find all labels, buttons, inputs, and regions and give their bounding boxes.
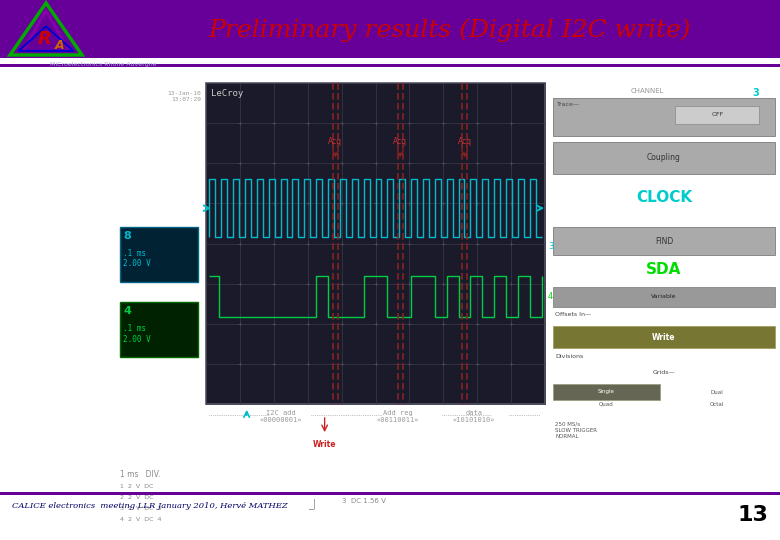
Bar <box>0 0 780 58</box>
Text: 13-Jan-10
13:07:29: 13-Jan-10 13:07:29 <box>167 91 201 102</box>
Text: Add reg
«00110011»: Add reg «00110011» <box>376 410 419 423</box>
Bar <box>120 227 198 282</box>
Text: 3: 3 <box>753 88 760 98</box>
Text: _|: _| <box>307 498 316 509</box>
Text: FIND: FIND <box>655 237 673 246</box>
Text: 4  2  V  DC  4: 4 2 V DC 4 <box>120 517 161 522</box>
Bar <box>553 384 660 400</box>
Bar <box>553 227 775 255</box>
Bar <box>120 302 198 357</box>
Text: R: R <box>37 30 51 49</box>
Text: Variable: Variable <box>651 294 677 300</box>
Text: 8: 8 <box>123 231 131 241</box>
Text: Divisions: Divisions <box>555 354 583 359</box>
Text: 3  DC 1.56 V: 3 DC 1.56 V <box>342 498 385 504</box>
Text: 1  2  V  DC: 1 2 V DC <box>120 484 154 489</box>
Text: OFF: OFF <box>711 112 723 118</box>
Bar <box>206 83 545 404</box>
Text: SDA: SDA <box>647 261 682 276</box>
Text: 3  2  V  DC  3: 3 2 V DC 3 <box>120 506 161 511</box>
Text: 250 MS/s
SLOW TRIGGER
NORMAL: 250 MS/s SLOW TRIGGER NORMAL <box>555 422 597 438</box>
Text: Acq: Acq <box>328 137 342 146</box>
Text: 13: 13 <box>737 505 768 525</box>
Text: Single: Single <box>597 389 615 395</box>
Text: 1 ms   DIV.: 1 ms DIV. <box>120 470 161 479</box>
Bar <box>553 326 775 348</box>
Text: CALICE electronics  meeting LLR January 2010, Hervé MATHEZ: CALICE electronics meeting LLR January 2… <box>12 502 288 510</box>
Text: MiCroelectronics Rhone Auvergne: MiCroelectronics Rhone Auvergne <box>50 62 157 67</box>
Text: Coupling: Coupling <box>647 153 681 163</box>
Text: 4: 4 <box>548 292 553 301</box>
Text: .1 ms
2.00 V: .1 ms 2.00 V <box>123 325 151 344</box>
Text: A: A <box>55 39 64 52</box>
Bar <box>553 98 775 136</box>
Text: CLOCK: CLOCK <box>636 190 692 205</box>
Text: 2  2  V  DC: 2 2 V DC <box>120 495 154 500</box>
Text: I2C add
«00000001»: I2C add «00000001» <box>259 410 302 423</box>
Bar <box>553 142 775 174</box>
Text: Grids—: Grids— <box>653 370 675 375</box>
Text: Dual: Dual <box>711 389 724 395</box>
Text: 4: 4 <box>123 306 131 316</box>
Bar <box>553 287 775 307</box>
Text: Offsets In—: Offsets In— <box>555 312 591 317</box>
Text: Acq: Acq <box>458 137 472 146</box>
Bar <box>675 106 760 124</box>
Text: 3: 3 <box>548 242 553 251</box>
Text: Trace—: Trace— <box>557 102 580 107</box>
Text: Write: Write <box>313 440 336 449</box>
Text: CHANNEL: CHANNEL <box>631 88 665 94</box>
Text: Preliminary results (Digital I2C write): Preliminary results (Digital I2C write) <box>209 18 691 42</box>
Text: Octal: Octal <box>710 402 725 407</box>
Text: Quad: Quad <box>599 402 614 407</box>
Text: Write: Write <box>652 333 675 341</box>
Bar <box>0 492 780 495</box>
Text: .1 ms
2.00 V: .1 ms 2.00 V <box>123 249 151 268</box>
Text: Acq: Acq <box>393 137 407 146</box>
Text: data
«10101010»: data «10101010» <box>452 410 495 423</box>
Bar <box>0 64 780 66</box>
Text: LeCroy: LeCroy <box>211 89 243 98</box>
